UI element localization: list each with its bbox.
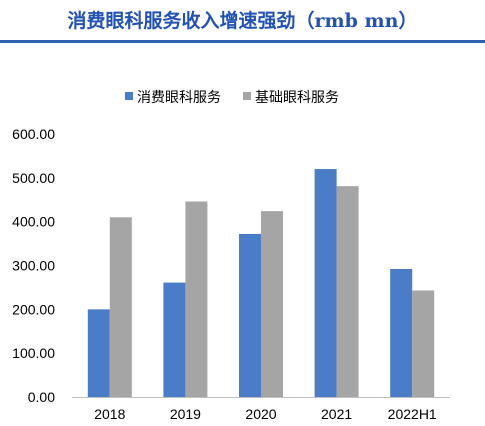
bar-consumer-2019 xyxy=(163,282,186,397)
x-tick-label: 2021 xyxy=(321,406,352,422)
x-tick-label: 2018 xyxy=(94,406,125,422)
x-tick-label: 2020 xyxy=(245,406,276,422)
legend: 消费眼科服务 基础眼科服务 xyxy=(125,89,339,106)
bar-basic-2021 xyxy=(336,186,359,397)
y-tick-label: 500.00 xyxy=(12,170,55,186)
bar-consumer-2018 xyxy=(87,309,110,397)
legend-swatch xyxy=(125,92,133,100)
y-tick-label: 0.00 xyxy=(28,389,55,405)
legend-label: 消费眼科服务 xyxy=(137,90,221,106)
legend-label: 基础眼科服务 xyxy=(255,89,339,106)
bar-consumer-2020 xyxy=(239,233,261,397)
x-tick-label: 2022H1 xyxy=(388,406,437,422)
bar-basic-2018 xyxy=(109,217,132,397)
bar-basic-2020 xyxy=(261,211,283,397)
bar-consumer-2022H1 xyxy=(390,269,413,397)
y-tick-label: 300.00 xyxy=(12,258,55,274)
bar-basic-2019 xyxy=(185,201,208,397)
x-tick-label: 2019 xyxy=(170,406,201,422)
y-tick-label: 200.00 xyxy=(12,301,55,317)
y-axis: 0.00 100.00 200.00 300.00 400.00 500.00 600.00 xyxy=(12,126,55,405)
x-axis: 2018 2019 2020 2021 2022H1 xyxy=(72,397,450,422)
chart-title: 消费眼科服务收入增速强劲（rmb mn） xyxy=(67,10,418,32)
bars xyxy=(87,169,435,397)
title-divider xyxy=(0,40,485,43)
y-tick-label: 100.00 xyxy=(12,345,55,361)
bar-basic-2022H1 xyxy=(412,290,435,397)
y-tick-label: 600.00 xyxy=(12,126,55,142)
bar-consumer-2021 xyxy=(314,169,337,397)
legend-swatch xyxy=(243,92,251,100)
y-tick-label: 400.00 xyxy=(12,214,55,230)
